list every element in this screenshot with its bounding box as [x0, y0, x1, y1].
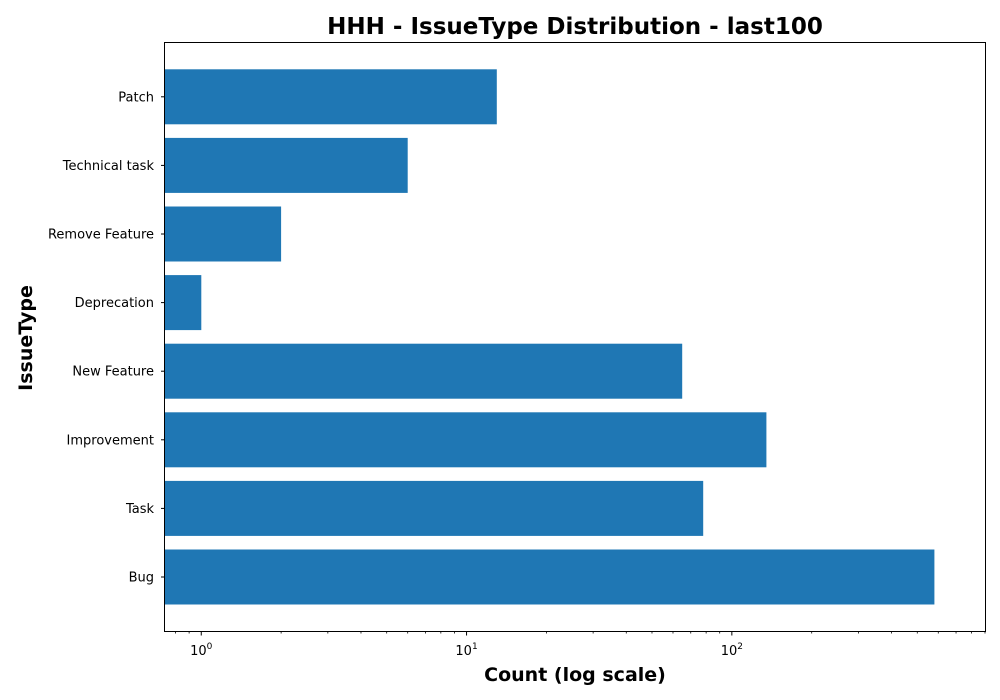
x-tick-label: 102 — [721, 642, 743, 659]
bar-patch — [165, 69, 497, 125]
x-ticks-group: 100 101 102 — [175, 631, 986, 659]
y-tick-label: Task — [125, 502, 155, 517]
x-tick-label: 101 — [455, 642, 477, 659]
y-tick-label: Remove Feature — [48, 228, 154, 243]
y-ticks-group: Bug Task Improvement New Feature Deprecation… — [48, 90, 165, 586]
bar-bug — [165, 549, 935, 605]
y-tick-label: Improvement — [67, 433, 154, 448]
x-axis-title: Count (log scale) — [484, 664, 666, 686]
chart-title: HHH - IssueType Distribution - last100 — [327, 14, 823, 40]
bars-group — [165, 69, 935, 605]
bar-remove-feature — [165, 206, 282, 262]
y-tick-label: Bug — [129, 571, 154, 586]
bar-task — [165, 480, 704, 536]
y-tick-label: Technical task — [62, 159, 155, 174]
plot-area-frame — [164, 42, 986, 632]
x-tick-label: 100 — [190, 642, 213, 659]
bar-technical-task — [165, 137, 408, 193]
y-axis-title: IssueType — [15, 285, 37, 391]
bar-new-feature — [165, 343, 683, 399]
bar-improvement — [165, 412, 767, 468]
y-tick-label: New Feature — [72, 365, 154, 380]
y-tick-label: Patch — [118, 90, 154, 105]
y-tick-label: Deprecation — [75, 296, 154, 311]
bar-deprecation — [165, 275, 202, 331]
